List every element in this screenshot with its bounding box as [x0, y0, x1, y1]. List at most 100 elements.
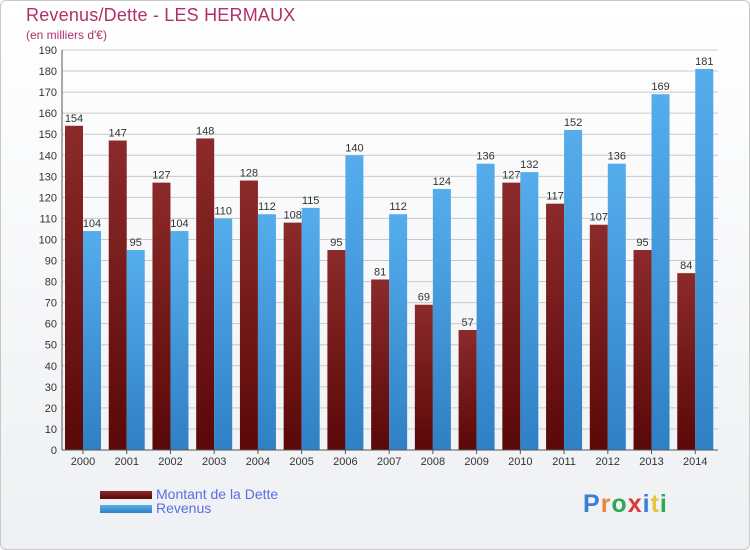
bar-revenus [651, 94, 670, 451]
y-tick-label: 130 [39, 171, 57, 183]
bar-debt [283, 222, 302, 450]
bar-debt [196, 138, 215, 450]
bar-value-label: 127 [502, 170, 520, 182]
bar-revenus [520, 172, 539, 450]
y-tick-label: 70 [45, 298, 57, 310]
bar-revenus [345, 155, 364, 450]
bar-value-label: 69 [418, 292, 430, 304]
bar-revenus [126, 250, 145, 450]
bar-value-label: 140 [345, 142, 363, 154]
x-tick-label: 2012 [596, 456, 620, 468]
bar-debt [327, 250, 346, 450]
bar-revenus [214, 218, 233, 450]
legend-swatch-revenus [100, 505, 152, 514]
legend-item-revenus: Revenus [100, 500, 211, 516]
logo-letter: i [642, 490, 651, 518]
logo-letter: t [650, 490, 660, 518]
bar-debt [589, 224, 608, 450]
y-tick-label: 120 [39, 192, 57, 204]
bar-debt [371, 279, 390, 450]
x-tick-label: 2014 [683, 456, 707, 468]
bar-revenus [432, 188, 451, 450]
bar-value-label: 181 [695, 56, 713, 68]
bar-revenus [83, 231, 101, 450]
y-tick-label: 190 [39, 45, 57, 57]
chart-subtitle: (en milliers d'€) [26, 28, 107, 42]
y-tick-label: 100 [39, 234, 57, 246]
bar-revenus [695, 68, 714, 451]
x-tick-label: 2000 [71, 456, 95, 468]
bar-revenus [170, 231, 189, 450]
y-tick-label: 10 [45, 424, 57, 436]
y-tick-label: 60 [45, 319, 57, 331]
bar-debt [239, 180, 258, 451]
bar-revenus [301, 207, 320, 450]
y-tick-label: 50 [45, 340, 57, 352]
y-tick-label: 150 [39, 129, 57, 141]
y-tick-label: 30 [45, 382, 57, 394]
bar-revenus [389, 214, 408, 450]
x-tick-label: 2005 [289, 456, 313, 468]
y-tick-label: 170 [39, 87, 57, 99]
x-tick-label: 2003 [202, 456, 226, 468]
bar-debt [108, 140, 127, 451]
bar-value-label: 154 [65, 113, 83, 125]
bar-value-label: 81 [374, 266, 386, 278]
logo-letter: r [600, 490, 612, 518]
bar-revenus [607, 163, 626, 450]
bar-value-label: 104 [83, 218, 101, 230]
legend-label-debt: Montant de la Dette [156, 486, 279, 502]
y-tick-label: 20 [45, 403, 57, 415]
bar-value-label: 124 [433, 176, 451, 188]
bar-value-label: 117 [546, 191, 564, 203]
legend-swatch-debt [100, 491, 152, 500]
bar-value-label: 110 [214, 205, 232, 217]
x-tick-label: 2008 [421, 456, 445, 468]
logo-letter: o [611, 490, 628, 518]
bar-value-label: 112 [389, 201, 407, 213]
bar-value-label: 104 [170, 218, 188, 230]
bar-revenus [257, 214, 276, 450]
bar-debt [633, 250, 652, 450]
bar-value-label: 115 [302, 195, 320, 207]
bar-value-label: 136 [476, 151, 494, 163]
bar-value-label: 84 [680, 260, 692, 272]
bar-value-label: 95 [636, 237, 648, 249]
bar-debt [152, 182, 171, 450]
bar-debt [502, 182, 521, 450]
bar-debt [414, 304, 433, 450]
y-tick-label: 0 [51, 445, 57, 457]
y-tick-label: 40 [45, 361, 57, 373]
logo-letter: P [583, 490, 601, 518]
y-tick-label: 160 [39, 108, 57, 120]
y-tick-label: 80 [45, 277, 57, 289]
bar-value-label: 95 [330, 237, 342, 249]
x-axis-ticks: 2000 2001 2002 2003 2004 2005 2006 2007 2008 2009… [71, 450, 708, 468]
legend-label-revenus: Revenus [156, 500, 212, 516]
x-tick-label: 2009 [464, 456, 488, 468]
y-axis-ticks: 0 10 20 30 40 50 60 70 80 90 100 110 120 130 140 150 160… [39, 45, 57, 457]
bar-value-label: 57 [461, 317, 473, 329]
x-tick-label: 2011 [552, 456, 576, 468]
y-tick-label: 110 [39, 213, 57, 225]
bar-value-label: 112 [258, 201, 276, 213]
proxiti-logo: Proxiti [583, 490, 668, 519]
x-tick-label: 2004 [246, 456, 270, 468]
bar-value-label: 147 [109, 128, 127, 140]
bar-debt [677, 273, 696, 450]
logo-letter: i [659, 490, 668, 518]
bar-value-label: 128 [240, 168, 258, 180]
bar-value-label: 95 [130, 237, 142, 249]
bar-value-label: 108 [283, 210, 301, 222]
x-tick-label: 2007 [377, 456, 401, 468]
bar-value-label: 107 [590, 212, 608, 224]
y-tick-label: 180 [39, 66, 57, 78]
bar-value-label: 127 [152, 170, 170, 182]
bar-debt [546, 203, 565, 450]
legend-item-debt: Montant de la Dette [100, 486, 278, 502]
chart-title: Revenus/Dette - LES HERMAUX [26, 5, 296, 25]
x-tick-label: 2013 [639, 456, 663, 468]
bar-value-label: 132 [520, 159, 538, 171]
bar-value-label: 136 [608, 151, 626, 163]
